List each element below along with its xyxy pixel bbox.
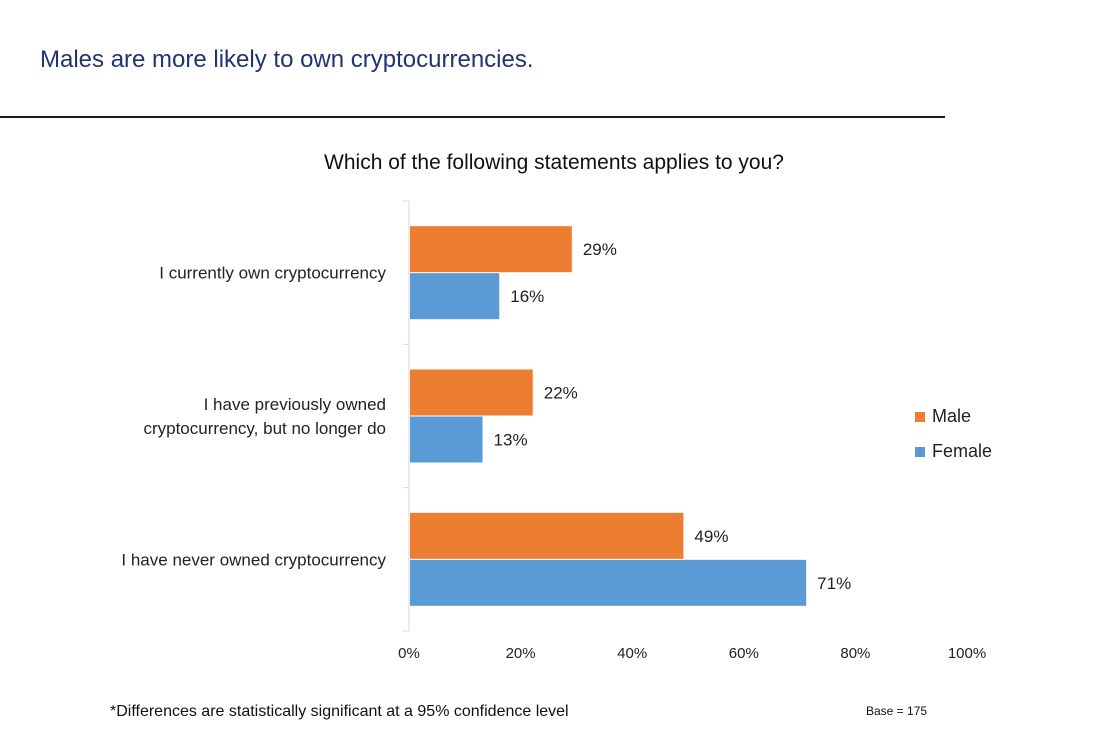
data-label-female: 71% [817, 574, 851, 593]
data-label-female: 16% [510, 287, 544, 306]
data-label-male: 49% [694, 527, 728, 546]
bar-female [410, 416, 483, 463]
chart-title: Which of the following statements applie… [324, 151, 784, 174]
category-label: I currently own cryptocurrency [159, 264, 386, 283]
category-label-line: I have previously owned [204, 395, 386, 414]
category-label: I have previously owned cryptocurrency, b… [143, 395, 386, 438]
title-divider [0, 116, 945, 118]
x-tick-label: 20% [506, 645, 536, 662]
x-tick-label: 80% [840, 645, 870, 662]
x-tick-label: 60% [729, 645, 759, 662]
legend: Male Female [915, 399, 992, 469]
category-label-line: cryptocurrency, but no longer do [143, 419, 386, 438]
bar-male [410, 226, 572, 273]
data-label-male: 29% [583, 240, 617, 259]
legend-swatch-female [915, 446, 925, 457]
x-tick-label: 40% [617, 645, 647, 662]
data-label-male: 22% [544, 384, 578, 403]
bar-female [410, 559, 807, 606]
legend-label-male: Male [932, 406, 972, 426]
bar-female [410, 273, 500, 320]
base-note: Base = 175 [866, 704, 928, 718]
legend-item-male: Male [915, 399, 992, 434]
x-tick-label: 0% [398, 645, 420, 662]
category-label: I have never owned cryptocurrency [121, 550, 386, 569]
legend-swatch-male [915, 411, 925, 422]
slide-title: Males are more likely to own cryptocurre… [40, 46, 534, 73]
legend-label-female: Female [932, 441, 993, 461]
data-label-female: 13% [494, 431, 528, 450]
category-label-line: I have never owned cryptocurrency [121, 550, 386, 569]
footnote: *Differences are statistically significa… [110, 703, 569, 720]
bar-male [410, 369, 533, 416]
bar-male [410, 512, 684, 559]
legend-item-female: Female [915, 434, 992, 469]
x-tick-label: 100% [948, 645, 986, 662]
category-label-line: I currently own cryptocurrency [159, 264, 386, 283]
